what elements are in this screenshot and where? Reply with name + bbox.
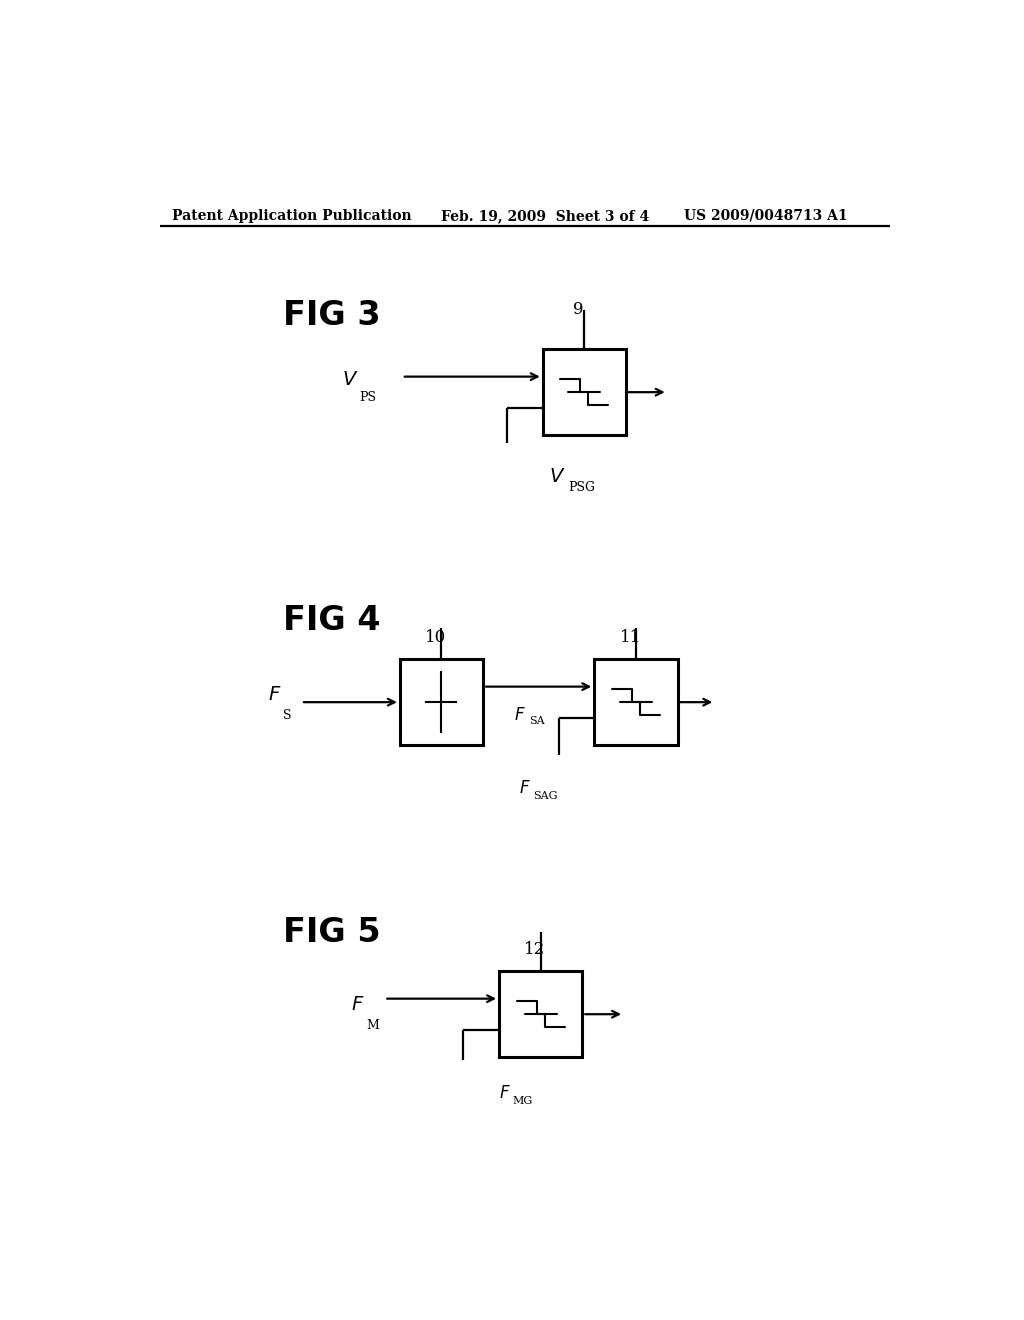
Bar bbox=[499, 972, 583, 1057]
Text: FIG 3: FIG 3 bbox=[283, 300, 380, 333]
Text: $V$: $V$ bbox=[342, 371, 358, 389]
Text: 11: 11 bbox=[620, 630, 641, 647]
Text: SA: SA bbox=[528, 717, 545, 726]
Text: SAG: SAG bbox=[534, 791, 558, 801]
Text: $V$: $V$ bbox=[549, 469, 565, 486]
Bar bbox=[543, 348, 626, 436]
Text: $F$: $F$ bbox=[514, 708, 526, 725]
Bar bbox=[594, 659, 678, 746]
Text: $F$: $F$ bbox=[267, 686, 282, 704]
Text: Feb. 19, 2009  Sheet 3 of 4: Feb. 19, 2009 Sheet 3 of 4 bbox=[441, 209, 649, 223]
Bar bbox=[399, 659, 483, 746]
Text: $F$: $F$ bbox=[499, 1085, 510, 1102]
Text: Patent Application Publication: Patent Application Publication bbox=[172, 209, 412, 223]
Text: MG: MG bbox=[513, 1096, 534, 1106]
Text: PS: PS bbox=[359, 391, 377, 404]
Text: 12: 12 bbox=[523, 941, 545, 958]
Text: FIG 4: FIG 4 bbox=[283, 605, 380, 638]
Text: 9: 9 bbox=[572, 301, 584, 318]
Text: $F$: $F$ bbox=[519, 780, 531, 797]
Text: $F$: $F$ bbox=[351, 997, 365, 1014]
Text: M: M bbox=[367, 1019, 379, 1032]
Text: US 2009/0048713 A1: US 2009/0048713 A1 bbox=[684, 209, 847, 223]
Text: PSG: PSG bbox=[568, 480, 595, 494]
Text: S: S bbox=[283, 709, 291, 722]
Text: 10: 10 bbox=[425, 630, 446, 647]
Text: FIG 5: FIG 5 bbox=[283, 916, 380, 949]
